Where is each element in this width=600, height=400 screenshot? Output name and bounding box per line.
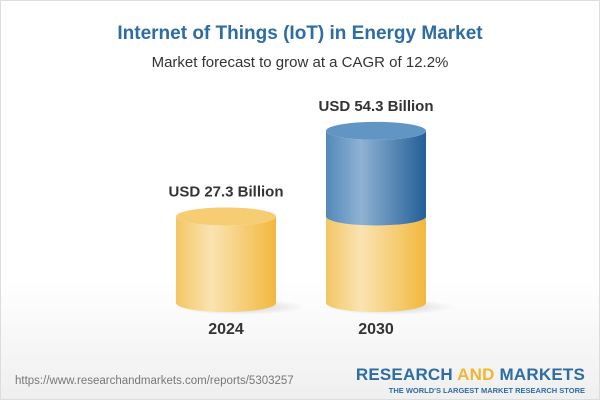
cylinder-base-segment	[176, 216, 276, 312]
cylinder-top	[176, 207, 276, 226]
chart-subtitle: Market forecast to grow at a CAGR of 12.…	[151, 54, 449, 71]
data-label: USD 27.3 Billion	[168, 183, 283, 200]
cylinder-top	[326, 121, 426, 140]
logo-text: RESEARCH	[355, 365, 458, 384]
logo-text: MARKETS	[494, 365, 585, 384]
cylinder-growth-segment	[326, 130, 426, 226]
data-label: USD 54.3 Billion	[318, 98, 433, 115]
logo-tagline: THE WORLD'S LARGEST MARKET RESEARCH STOR…	[388, 386, 585, 395]
cylinder-base-segment	[326, 216, 426, 312]
logo-text: AND	[457, 365, 495, 384]
research-and-markets-logo: RESEARCH AND MARKETS THE WORLD'S LARGEST…	[356, 365, 585, 395]
source-url[interactable]: https://www.researchandmarkets.com/repor…	[15, 375, 294, 387]
category-label: 2030	[358, 321, 394, 338]
cylinder-chart: USD 27.3 Billion 2024 USD 54.3 Billion 2030	[168, 98, 454, 338]
category-label: 2024	[208, 321, 244, 338]
chart-title: Internet of Things (IoT) in Energy Marke…	[117, 23, 483, 44]
